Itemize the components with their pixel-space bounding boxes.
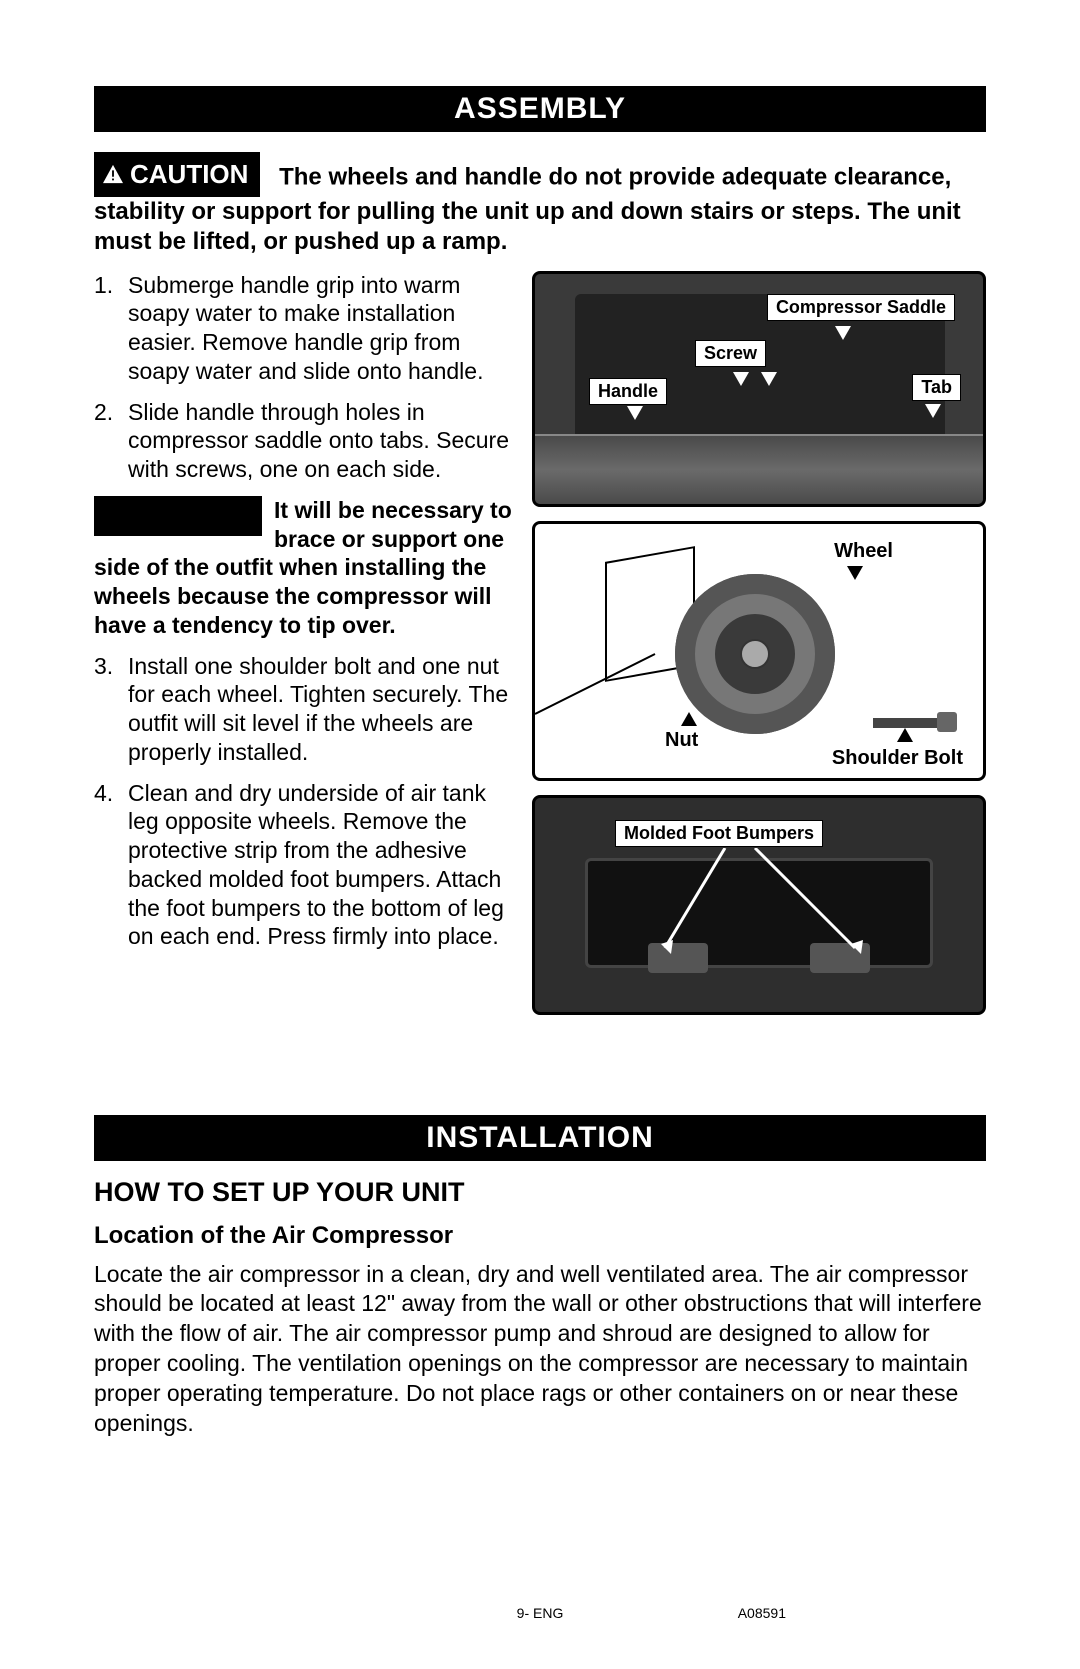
caution-badge: CAUTION: [94, 152, 260, 197]
two-column-layout: 1. Submerge handle grip into warm soapy …: [94, 271, 986, 1015]
arrow-icon: [925, 404, 941, 418]
label-handle: Handle: [589, 378, 667, 405]
paragraph-location: Locate the air compressor in a clean, dr…: [94, 1260, 986, 1439]
label-shoulder-bolt: Shoulder Bolt: [832, 747, 963, 770]
step-number: 2.: [94, 398, 128, 484]
assembly-steps: 1. Submerge handle grip into warm soapy …: [94, 271, 514, 484]
step-text: Submerge handle grip into warm soapy wat…: [128, 271, 514, 386]
arrow-icon: [761, 372, 777, 386]
arrow-icon: [627, 406, 643, 420]
right-column: Compressor Saddle Screw Handle Tab Wheel…: [532, 271, 986, 1015]
step-text: Install one shoulder bolt and one nut fo…: [128, 652, 514, 767]
step-2: 2. Slide handle through holes in compres…: [94, 398, 514, 484]
caution-block: CAUTION The wheels and handle do not pro…: [94, 152, 986, 257]
caution-text: CAUTION The wheels and handle do not pro…: [94, 152, 986, 257]
step-number: 4.: [94, 779, 128, 952]
label-wheel: Wheel: [834, 540, 893, 563]
assembly-steps-cont: 3. Install one shoulder bolt and one nut…: [94, 652, 514, 952]
label-nut: Nut: [665, 729, 698, 752]
warning-icon: [102, 164, 124, 184]
compressor-tank-shape: [535, 434, 983, 504]
label-compressor-saddle: Compressor Saddle: [767, 294, 955, 321]
leader-line: [535, 644, 665, 724]
arrow-icon: [733, 372, 749, 386]
label-tab: Tab: [912, 374, 961, 401]
bolt-shape: [873, 718, 943, 728]
figure-foot-bumpers: Molded Foot Bumpers: [532, 795, 986, 1015]
caution-label: CAUTION: [130, 158, 248, 191]
arrow-icon: [847, 566, 863, 580]
arrow-icon: [897, 728, 913, 742]
leader-lines: [635, 848, 895, 958]
subheading-location: Location of the Air Compressor: [94, 1222, 986, 1250]
section-bar-assembly: ASSEMBLY: [94, 86, 986, 132]
heading-how-to-setup: HOW TO SET UP YOUR UNIT: [94, 1177, 986, 1208]
figure-compressor-saddle: Compressor Saddle Screw Handle Tab: [532, 271, 986, 507]
left-column: 1. Submerge handle grip into warm soapy …: [94, 271, 514, 1015]
hub-shape: [740, 639, 770, 669]
footer-page: 9- ENG: [517, 1605, 564, 1621]
step-text: Slide handle through holes in compressor…: [128, 398, 514, 484]
label-molded-foot-bumpers: Molded Foot Bumpers: [615, 820, 823, 847]
footer-doc-id: A08591: [738, 1605, 786, 1621]
step-text: Clean and dry underside of air tank leg …: [128, 779, 514, 952]
notice-block: It will be necessary to brace or support…: [94, 496, 514, 640]
figure-wheel: Wheel Nut Shoulder Bolt: [532, 521, 986, 781]
section-bar-installation: INSTALLATION: [94, 1115, 986, 1161]
label-screw: Screw: [695, 340, 766, 367]
step-number: 1.: [94, 271, 128, 386]
step-3: 3. Install one shoulder bolt and one nut…: [94, 652, 514, 767]
redacted-label-box: [94, 496, 262, 536]
arrow-icon: [835, 326, 851, 340]
step-4: 4. Clean and dry underside of air tank l…: [94, 779, 514, 952]
arrow-icon: [681, 712, 697, 726]
step-1: 1. Submerge handle grip into warm soapy …: [94, 271, 514, 386]
page-footer: 9- ENG A08591: [94, 1605, 986, 1621]
step-number: 3.: [94, 652, 128, 767]
